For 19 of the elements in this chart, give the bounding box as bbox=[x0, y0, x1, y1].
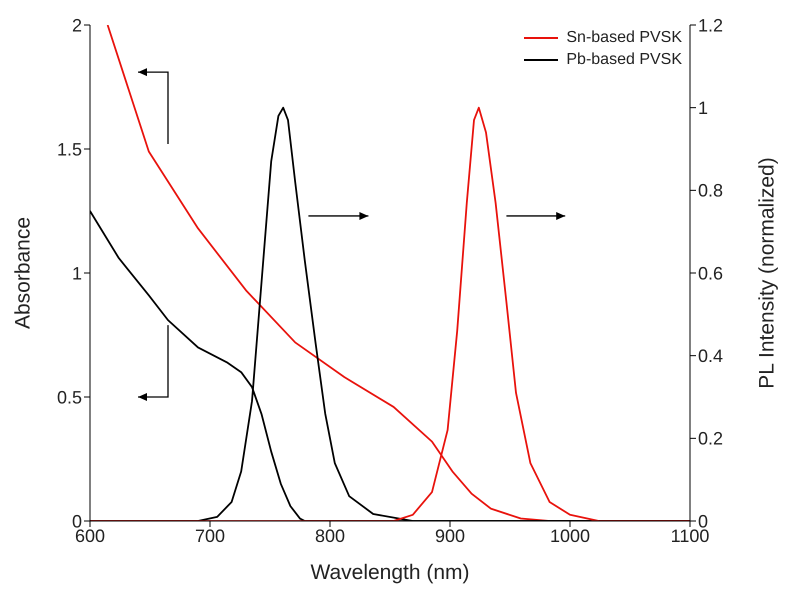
y-tick-label: 1 bbox=[72, 263, 82, 284]
y2-tick-label: 1 bbox=[698, 98, 708, 118]
y-axis-title: Absorbance bbox=[11, 216, 34, 330]
y2-tick-label: 0.4 bbox=[698, 346, 724, 366]
y2-tick-label: 0.6 bbox=[698, 263, 724, 284]
x-axis-title: Wavelength (nm) bbox=[310, 561, 470, 584]
y-tick-label: 0.5 bbox=[56, 387, 82, 408]
legend-label: Pb-based PVSK bbox=[566, 50, 682, 70]
legend-label: Sn-based PVSK bbox=[566, 28, 682, 48]
x-tick-label: 900 bbox=[434, 526, 466, 546]
y2-tick-label: 0.2 bbox=[698, 428, 724, 449]
y-tick-label: 2 bbox=[72, 15, 82, 36]
x-tick-label: 1000 bbox=[550, 526, 590, 546]
y2-axis-title: PL Intensity (normalized) bbox=[755, 157, 778, 389]
y-tick-label: 1.5 bbox=[56, 139, 82, 160]
y2-tick-label: 0.8 bbox=[698, 180, 724, 201]
x-tick-label: 700 bbox=[194, 526, 226, 546]
y2-tick-label: 1.2 bbox=[698, 15, 724, 36]
x-tick-label: 800 bbox=[314, 526, 346, 546]
